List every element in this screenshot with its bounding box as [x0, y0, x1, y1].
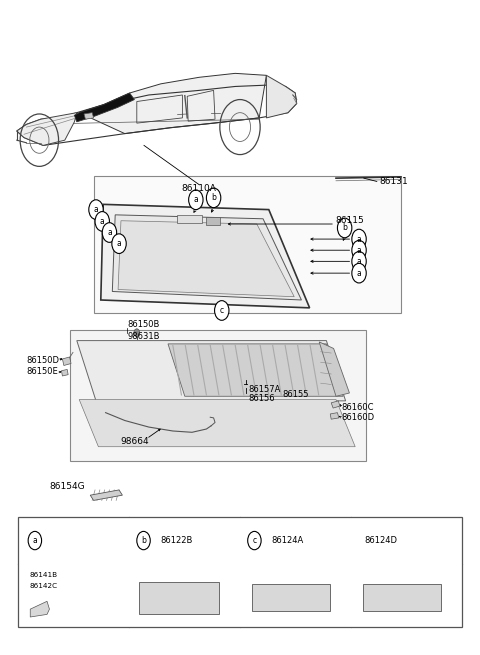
Polygon shape: [77, 341, 346, 401]
Polygon shape: [79, 73, 266, 134]
Text: 98631B: 98631B: [127, 331, 160, 341]
Circle shape: [248, 531, 261, 550]
Text: 86150D: 86150D: [26, 356, 60, 365]
Text: 86131: 86131: [379, 177, 408, 186]
Polygon shape: [61, 369, 68, 376]
Text: a: a: [94, 205, 98, 214]
Bar: [18, 517, 462, 627]
Text: 86155: 86155: [282, 390, 309, 399]
Circle shape: [112, 234, 126, 253]
Circle shape: [134, 329, 140, 337]
FancyBboxPatch shape: [252, 584, 330, 611]
Text: a: a: [357, 246, 361, 255]
Text: a: a: [357, 269, 361, 278]
Circle shape: [137, 531, 150, 550]
FancyBboxPatch shape: [206, 217, 220, 225]
Text: a: a: [117, 239, 121, 248]
Text: 86115: 86115: [335, 216, 364, 225]
Circle shape: [337, 218, 352, 238]
Polygon shape: [90, 490, 122, 500]
Circle shape: [206, 188, 221, 208]
Circle shape: [102, 223, 117, 242]
Text: b: b: [211, 193, 216, 202]
Text: 86122B: 86122B: [160, 536, 192, 545]
FancyBboxPatch shape: [139, 582, 219, 614]
Polygon shape: [79, 400, 355, 447]
FancyBboxPatch shape: [363, 584, 441, 611]
Text: 86157A: 86157A: [249, 384, 281, 394]
Polygon shape: [118, 221, 294, 297]
Bar: [70, 330, 366, 461]
Polygon shape: [266, 75, 297, 118]
Polygon shape: [101, 204, 310, 308]
Bar: [94, 176, 401, 313]
Text: 86110A: 86110A: [182, 184, 216, 193]
Text: a: a: [357, 234, 361, 244]
Text: b: b: [342, 223, 347, 233]
Text: 98664: 98664: [120, 437, 149, 446]
Text: a: a: [107, 228, 112, 237]
Text: 86160C: 86160C: [342, 403, 374, 412]
Text: c: c: [220, 306, 224, 315]
Polygon shape: [74, 93, 134, 122]
Circle shape: [352, 252, 366, 271]
Text: c: c: [252, 536, 256, 545]
Polygon shape: [330, 413, 339, 419]
Text: 86150E: 86150E: [26, 367, 58, 376]
Circle shape: [352, 263, 366, 283]
Text: a: a: [193, 195, 198, 204]
Circle shape: [352, 240, 366, 260]
Text: b: b: [141, 536, 146, 545]
Text: 86150B: 86150B: [127, 320, 159, 329]
Text: 86160D: 86160D: [342, 413, 375, 422]
Text: 86154G: 86154G: [50, 481, 85, 491]
Polygon shape: [17, 113, 77, 145]
Polygon shape: [62, 357, 71, 365]
Text: 86142C: 86142C: [29, 583, 58, 589]
Circle shape: [215, 301, 229, 320]
Text: 86141B: 86141B: [29, 572, 58, 578]
Circle shape: [352, 229, 366, 249]
Circle shape: [189, 190, 203, 210]
Polygon shape: [319, 342, 349, 396]
Polygon shape: [177, 215, 202, 223]
Text: a: a: [100, 217, 105, 226]
Polygon shape: [331, 401, 340, 408]
Polygon shape: [168, 344, 343, 396]
Text: 86124A: 86124A: [271, 536, 303, 545]
Polygon shape: [30, 601, 49, 617]
Text: 86124D: 86124D: [364, 536, 397, 545]
Text: a: a: [33, 536, 37, 545]
Text: 86156: 86156: [249, 394, 275, 403]
Circle shape: [89, 200, 103, 219]
Polygon shape: [84, 113, 94, 119]
Circle shape: [95, 212, 109, 231]
Circle shape: [28, 531, 42, 550]
Text: a: a: [357, 257, 361, 266]
Polygon shape: [112, 215, 301, 300]
